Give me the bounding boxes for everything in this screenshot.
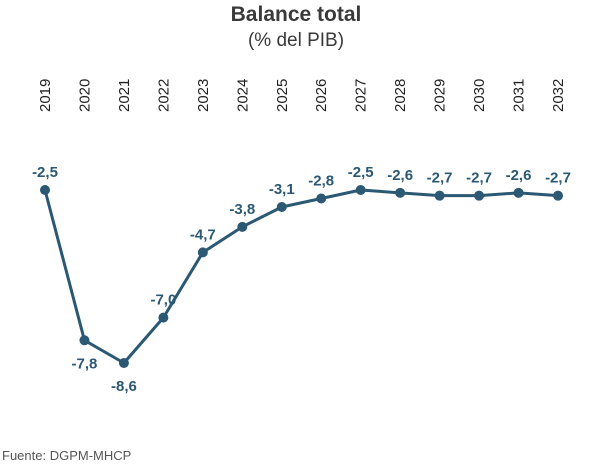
- x-tick-label: 2029: [432, 79, 449, 112]
- x-tick-label: 2019: [37, 79, 54, 112]
- chart-title: Balance total: [230, 3, 362, 26]
- data-point: [79, 335, 90, 346]
- data-label: -2,8: [308, 173, 334, 190]
- x-tick-label: 2030: [471, 79, 488, 112]
- x-tick-label: 2023: [195, 79, 212, 112]
- data-label: -2,7: [466, 170, 492, 187]
- line-chart: 2019 2020 2021 2022 2023 2024 2025 2026 2027 2028…: [32, 79, 571, 395]
- x-tick-label: 2021: [116, 79, 133, 112]
- data-label: -2,7: [427, 170, 453, 187]
- x-tick-label: 2020: [76, 79, 93, 112]
- x-tick-label: 2028: [392, 79, 409, 112]
- x-tick-label: 2027: [353, 79, 370, 112]
- data-label: -4,7: [190, 226, 216, 243]
- data-label: -7,0: [150, 292, 176, 309]
- data-label: -8,6: [111, 378, 137, 395]
- x-tick-label: 2025: [274, 79, 291, 112]
- data-label: -2,7: [545, 170, 571, 187]
- series-line: [43, 188, 559, 365]
- x-tick-label: 2026: [313, 79, 330, 112]
- source-note: Fuente: DGPM-MHCP: [2, 448, 132, 463]
- data-label: -3,8: [229, 201, 255, 218]
- data-point: [474, 190, 485, 201]
- data-point: [316, 193, 327, 204]
- data-point: [40, 185, 50, 195]
- data-point: [513, 187, 524, 198]
- chart-subtitle: (% del PIB): [247, 30, 345, 51]
- data-labels: -2,5 -7,8 -8,6 -7,0 -4,7 -3,8 -3,1 -2,8 -2,5 -2,6…: [32, 164, 571, 395]
- x-axis-ticks: 2019 2020 2021 2022 2023 2024 2025 2026 2027 2028…: [37, 79, 567, 112]
- data-point: [355, 185, 366, 195]
- data-point: [237, 221, 248, 232]
- x-tick-label: 2022: [155, 79, 172, 112]
- data-point: [118, 358, 129, 368]
- data-label: -3,1: [269, 181, 295, 198]
- data-point: [434, 190, 445, 201]
- data-point: [395, 187, 406, 198]
- data-label: -2,5: [32, 164, 58, 181]
- data-point: [276, 202, 287, 213]
- data-point: [158, 312, 169, 323]
- data-point: [197, 247, 208, 258]
- data-label: -2,6: [387, 167, 413, 184]
- x-tick-label: 2031: [511, 79, 528, 112]
- data-label: -2,5: [348, 164, 374, 181]
- data-point: [553, 190, 563, 201]
- x-tick-label: 2032: [550, 79, 567, 112]
- series-line-layer: [43, 188, 559, 365]
- data-label: -7,8: [72, 355, 98, 372]
- data-label: -2,6: [506, 167, 532, 184]
- data-points: [40, 185, 563, 368]
- x-tick-label: 2024: [234, 79, 251, 112]
